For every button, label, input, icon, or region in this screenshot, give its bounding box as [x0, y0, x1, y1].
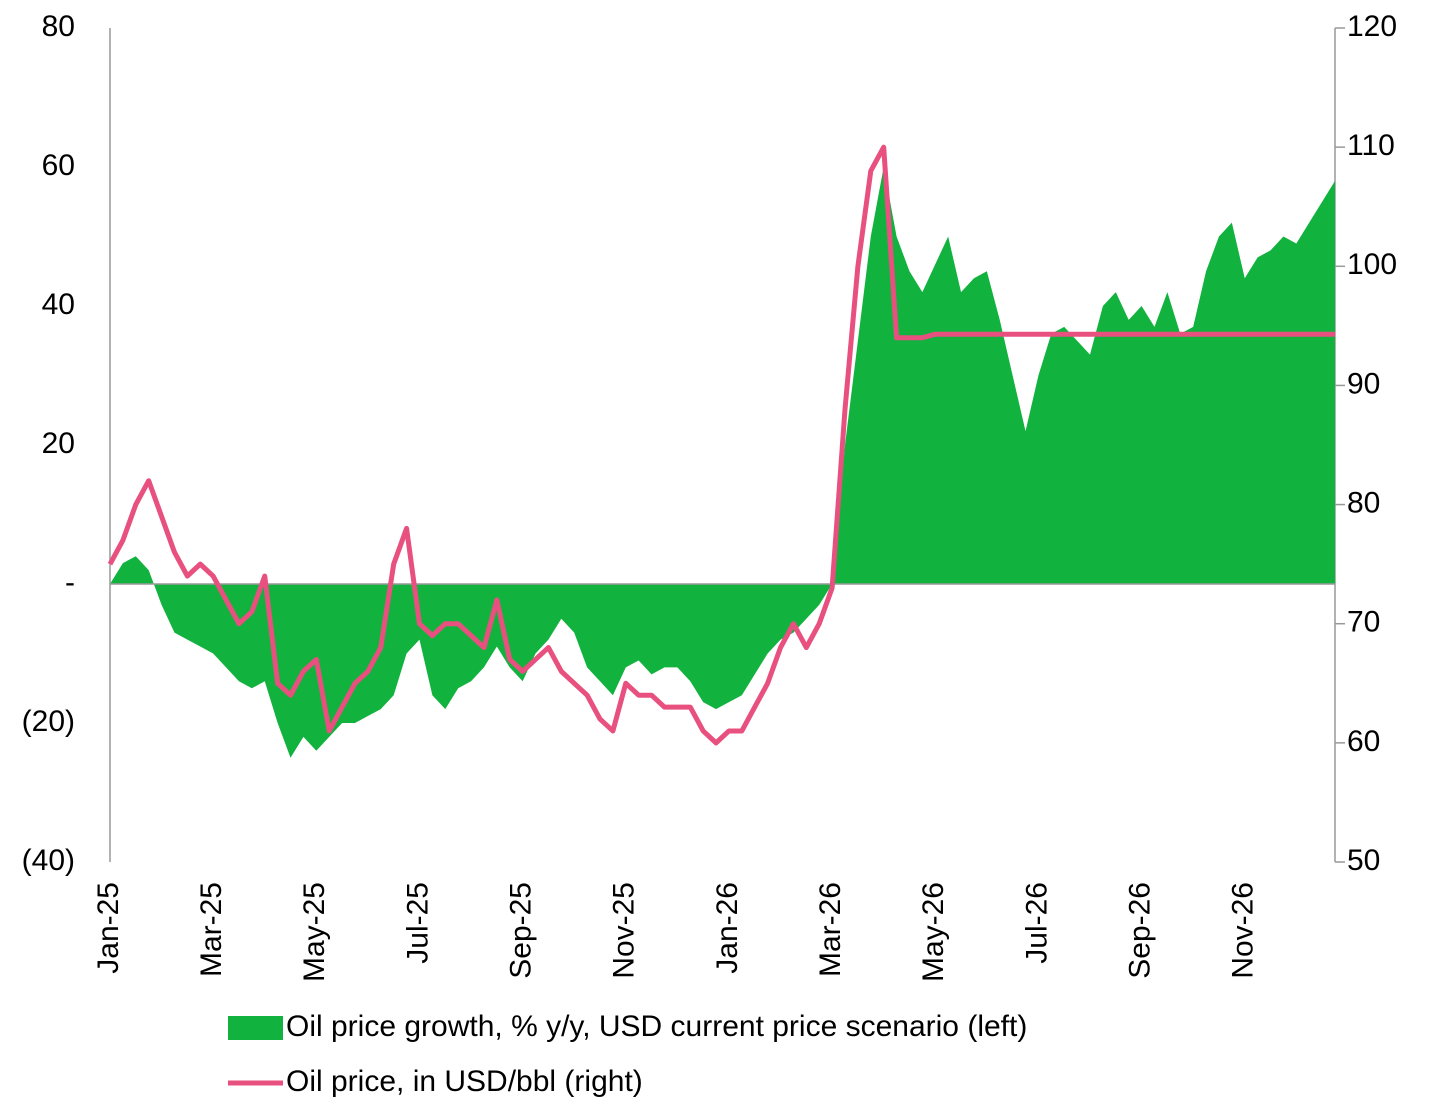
- x-tick-label: Jul-25: [401, 882, 434, 964]
- x-tick-label: Jan-25: [92, 882, 125, 974]
- x-tick-label: Sep-26: [1124, 882, 1157, 979]
- y-tick-label: 20: [42, 427, 75, 460]
- y2-tick-label: 100: [1347, 248, 1397, 281]
- x-tick-label: Mar-26: [814, 882, 847, 977]
- y2-tick-label: 90: [1347, 367, 1380, 400]
- y2-tick-label: 80: [1347, 486, 1380, 519]
- legend-label: Oil price, in USD/bbl (right): [286, 1065, 643, 1098]
- x-tick-label: Mar-25: [195, 882, 228, 977]
- legend-swatch: [228, 1016, 283, 1040]
- x-tick-label: Nov-25: [608, 882, 641, 979]
- y2-tick-label: 50: [1347, 844, 1380, 877]
- area: [110, 167, 1335, 758]
- y-tick-label: 40: [42, 288, 75, 321]
- y-tick-label: -: [65, 566, 75, 599]
- x-tick-label: May-25: [298, 882, 331, 982]
- y2-tick-label: 60: [1347, 725, 1380, 758]
- x-tick-label: May-26: [917, 882, 950, 982]
- y2-tick-label: 110: [1347, 129, 1395, 162]
- x-tick-label: Nov-26: [1227, 882, 1260, 979]
- y-tick-label: (40): [22, 844, 75, 877]
- x-tick-label: Jan-26: [711, 882, 744, 974]
- x-tick-label: Jul-26: [1020, 882, 1053, 964]
- line: [107, 144, 1335, 746]
- x-tick-label: Sep-25: [505, 882, 538, 979]
- legend-label: Oil price growth, % y/y, USD current pri…: [286, 1010, 1027, 1043]
- y-tick-label: (20): [22, 705, 75, 738]
- y2-tick-label: 120: [1347, 10, 1397, 43]
- y-tick-label: 80: [42, 10, 75, 43]
- y2-tick-label: 70: [1347, 606, 1380, 639]
- y-tick-label: 60: [42, 149, 75, 182]
